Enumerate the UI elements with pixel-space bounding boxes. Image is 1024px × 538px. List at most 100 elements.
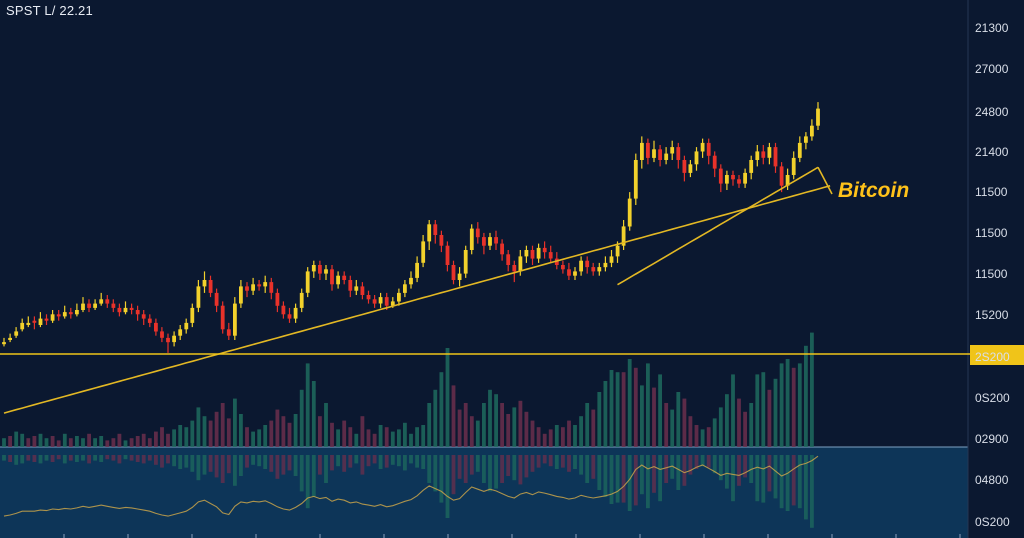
candle-body [591,267,596,272]
volume-bar [281,416,286,447]
volume-bar [482,403,486,447]
candle-body [712,155,717,169]
volume-bar [214,411,219,447]
candle-body [62,312,67,317]
volume-bar [324,403,328,447]
candle-body [348,280,353,291]
lower-volume-bar [160,455,164,468]
volume-bar [676,392,681,447]
candle-body [251,284,255,291]
candle-body [342,275,347,280]
lower-volume-bar [500,455,504,483]
highlighted-price-tag [970,345,1024,365]
volume-bar [779,363,784,447]
lower-volume-bar [433,455,438,492]
volume-bar [330,422,334,447]
volume-bar [749,403,754,447]
candle-body [299,292,304,308]
candle-body [378,297,383,304]
volume-bar [348,427,353,447]
volume-bar [451,385,456,447]
y-tick-label: 0S200 [975,515,1010,529]
lower-volume-bar [421,455,426,469]
candle-body [542,247,547,253]
volume-bar [409,433,413,447]
lower-volume-bar [202,455,207,475]
lower-volume-bar [81,455,85,461]
y-tick-label-highlighted: 2S200 [975,350,1010,364]
candle-body [779,166,784,186]
lower-volume-bar [384,455,389,468]
lower-volume-bar [804,455,808,520]
lower-volume-bar [494,455,498,489]
lower-volume-bar [518,455,523,485]
candle-body [32,320,37,323]
volume-bar [390,431,395,447]
volume-bar [239,414,243,447]
candle-body [603,262,608,268]
volume-bar [646,363,650,447]
lower-volume-bar [403,455,407,471]
volume-bar [141,433,146,447]
volume-bar [257,429,262,447]
lower-volume-bar [324,455,328,483]
volume-bar [160,427,164,447]
candle-body [360,286,365,295]
candle-body [791,157,796,175]
volume-bar [712,418,717,447]
volume-bar [202,416,207,447]
candle-body [682,160,687,173]
candle-body [512,265,517,272]
candle-body [688,164,693,173]
volume-bar [263,425,268,447]
volume-bar [190,420,195,447]
volume-bar [633,367,638,447]
volume-bar [536,427,541,447]
volume-bar [293,414,298,447]
candle-body [129,307,134,310]
lower-volume-bar [688,455,693,475]
candle-body [75,310,79,315]
lower-volume-bar [561,455,565,468]
volume-bar [26,438,31,447]
lower-volume-bar [506,455,511,476]
candle-body [767,147,772,158]
volume-bar [20,433,25,447]
volume-bar [166,433,170,447]
volume-bar [135,436,140,447]
candle-body [336,275,340,285]
lower-volume-bar [366,455,371,467]
candle-body [214,292,219,306]
volume-bar [718,407,723,447]
lower-volume-bar [737,455,741,486]
candle-body [597,267,602,272]
volume-bar [664,403,669,447]
lower-volume-bar [712,455,717,474]
lower-volume-bar [463,455,468,483]
volume-bar [512,407,517,447]
lower-volume-bar [2,455,6,461]
lower-volume-bar [20,455,25,464]
candle-body [202,280,207,287]
lower-volume-bar [311,455,316,497]
volume-bar [226,418,231,447]
volume-bar [530,420,535,447]
volume-bar [761,372,766,447]
candle-body [530,250,535,259]
candle-body [506,254,511,265]
moving-average-long-line [3,185,831,414]
candle-body [415,262,419,278]
volume-bar [336,429,340,447]
y-tick-label: 11500 [975,226,1008,240]
candle-body [627,198,632,227]
volume-bar [56,440,61,447]
lower-volume-bar [415,455,419,468]
candle-body [390,301,395,306]
volume-bar [75,436,79,447]
lower-volume-bar [8,455,12,462]
lower-volume-bar [342,455,347,472]
candle-body [154,322,158,332]
candle-body [445,245,450,265]
volume-bar [427,403,432,447]
lower-volume-bar [791,455,796,506]
